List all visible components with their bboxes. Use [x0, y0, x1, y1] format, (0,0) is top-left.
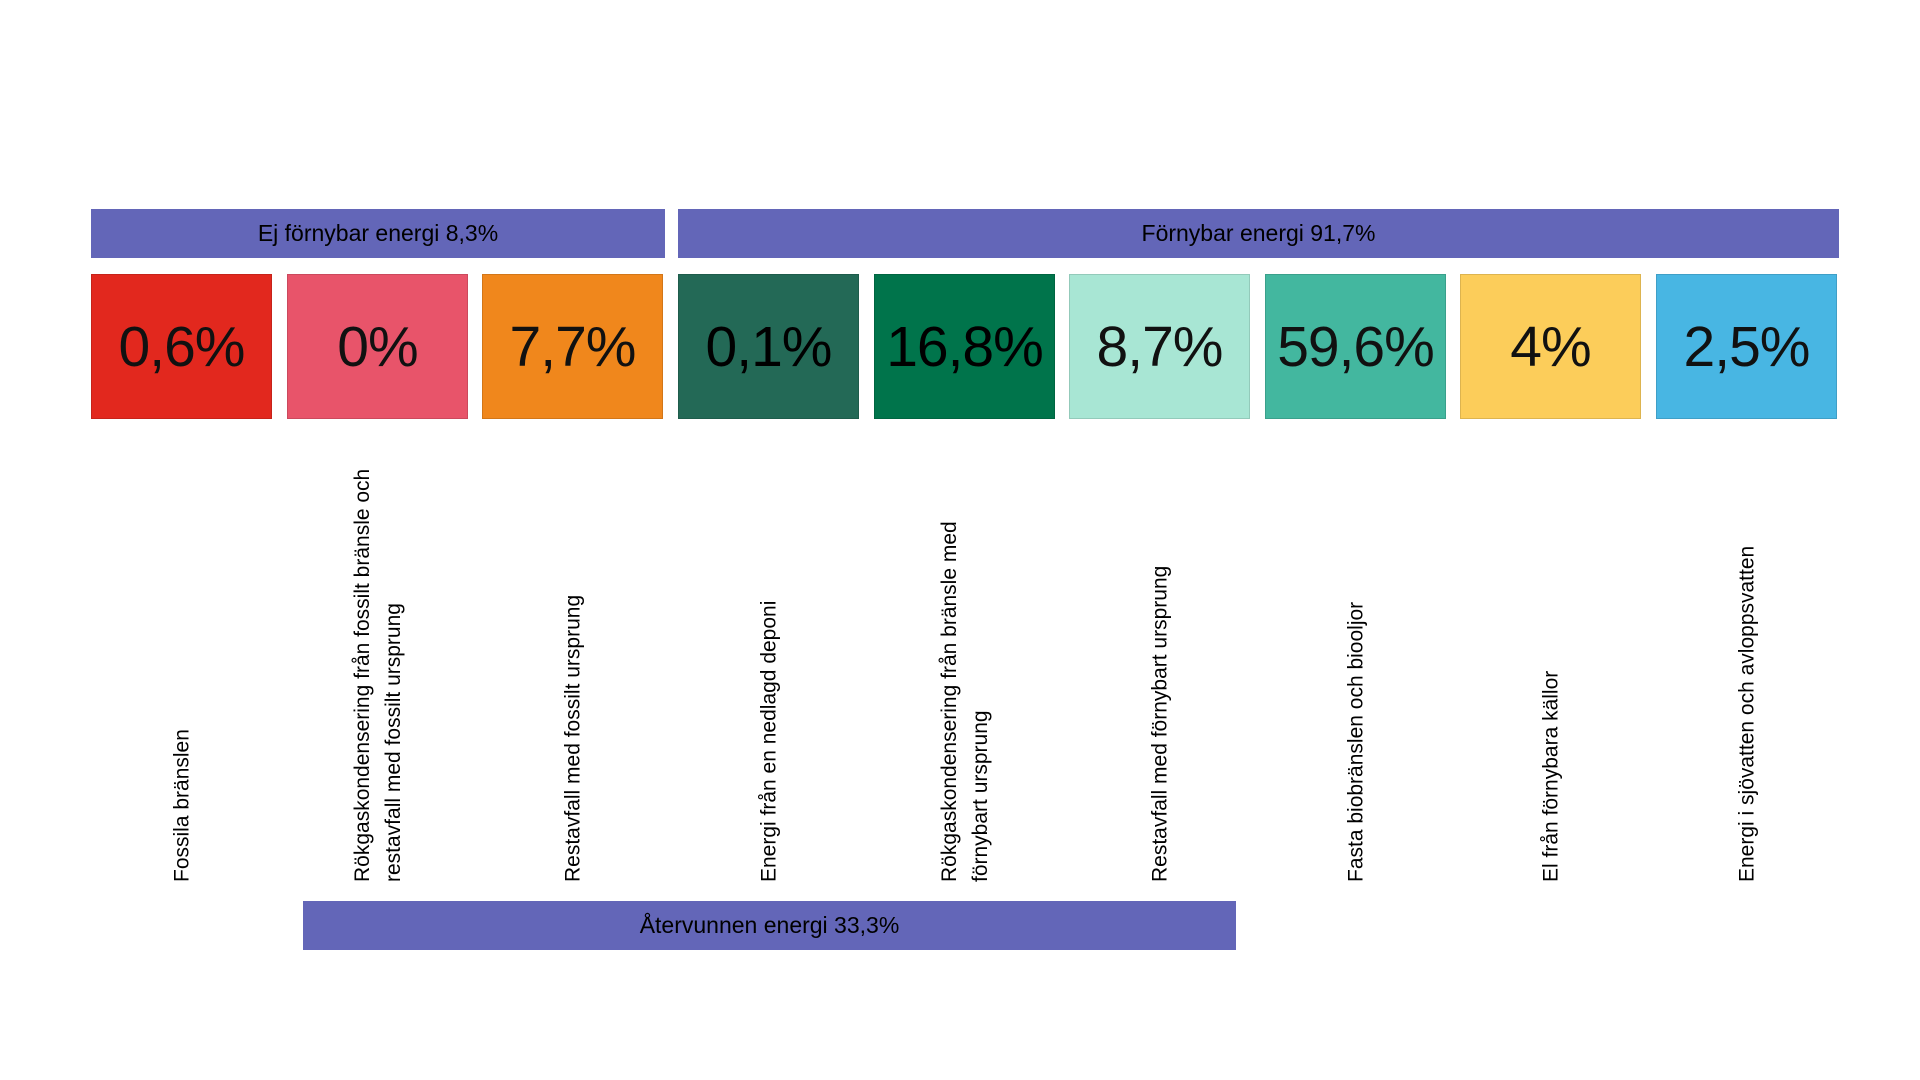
label-col-3: Energi från en nedlagd deponi — [678, 440, 859, 882]
category-label: Restavfall med förnybart ursprung — [1148, 565, 1171, 882]
group-band-non-renewable: Ej förnybar energi 8,3% — [91, 209, 665, 258]
tile-value: 0% — [337, 314, 418, 379]
group-label-recycled: Återvunnen energi 33,3% — [639, 912, 900, 938]
label-col-5: Restavfall med förnybart ursprung — [1069, 440, 1250, 882]
category-label: Restavfall med fossilt ursprung — [561, 594, 584, 882]
tile-solid-biofuels: 59,6% — [1265, 274, 1446, 419]
tile-value: 59,6% — [1277, 314, 1435, 379]
tile-value: 8,7% — [1096, 314, 1224, 379]
label-col-7: El från förnybara källor — [1460, 440, 1641, 882]
category-label: Fasta biobränslen och biooljor — [1344, 601, 1367, 882]
label-col-1: Rökgaskondensering från fossilt bränsle … — [287, 440, 468, 882]
category-label: El från förnybara källor — [1539, 670, 1562, 882]
group-band-recycled: Återvunnen energi 33,3% — [303, 901, 1236, 950]
tile-value: 16,8% — [886, 314, 1044, 379]
tile-value: 2,5% — [1683, 314, 1811, 379]
tile-value: 4% — [1510, 314, 1591, 379]
category-label: Rökgaskondensering från bränsle med förn… — [937, 521, 992, 882]
category-label: Fossila bränslen — [170, 729, 193, 882]
group-band-renewable: Förnybar energi 91,7% — [678, 209, 1839, 258]
tile-lake-sewage-water: 2,5% — [1656, 274, 1837, 419]
label-col-0: Fossila bränslen — [91, 440, 272, 882]
group-label-non-renewable: Ej förnybar energi 8,3% — [257, 220, 499, 246]
category-label: Rökgaskondensering från fossilt bränsle … — [350, 468, 405, 882]
tile-value: 0,6% — [118, 314, 246, 379]
tile-flue-gas-renewable: 16,8% — [874, 274, 1055, 419]
tile-fossil-fuels: 0,6% — [91, 274, 272, 419]
tile-flue-gas-fossil: 0% — [287, 274, 468, 419]
label-col-4: Rökgaskondensering från bränsle med förn… — [874, 440, 1055, 882]
tile-value: 7,7% — [509, 314, 637, 379]
tile-value: 0,1% — [705, 314, 833, 379]
tile-landfill-energy: 0,1% — [678, 274, 859, 419]
tile-renewable-electricity: 4% — [1460, 274, 1641, 419]
label-col-8: Energi i sjövatten och avloppsvatten — [1656, 440, 1837, 882]
label-col-2: Restavfall med fossilt ursprung — [482, 440, 663, 882]
tile-residual-waste-fossil: 7,7% — [482, 274, 663, 419]
category-label: Energi från en nedlagd deponi — [757, 600, 780, 882]
category-label: Energi i sjövatten och avloppsvatten — [1735, 545, 1758, 882]
label-col-6: Fasta biobränslen och biooljor — [1265, 440, 1446, 882]
tile-residual-waste-renewable: 8,7% — [1069, 274, 1250, 419]
group-label-renewable: Förnybar energi 91,7% — [1141, 220, 1376, 246]
